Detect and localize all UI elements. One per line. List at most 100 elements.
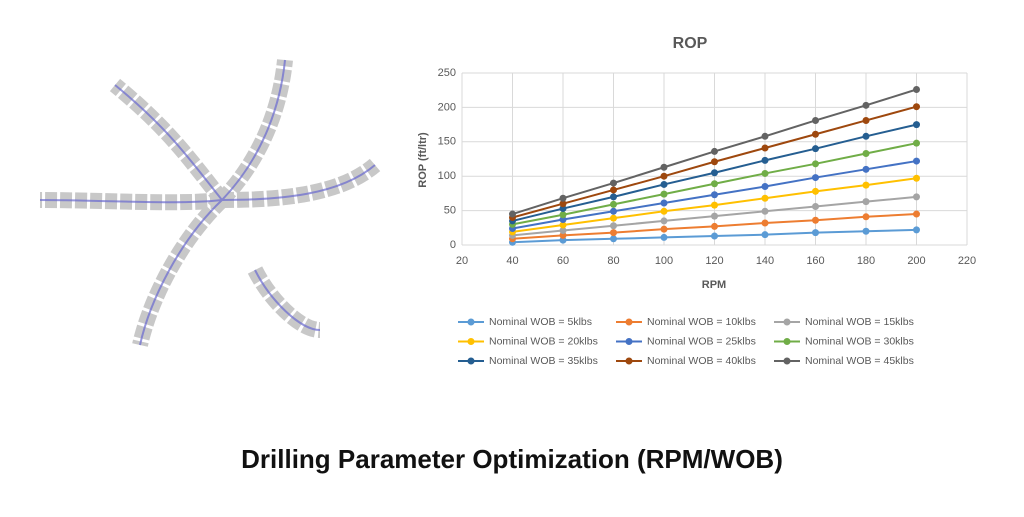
data-point	[862, 149, 870, 157]
legend-marker	[625, 338, 633, 345]
data-point	[711, 147, 718, 155]
legend-item: Nominal WOB = 25klbs	[616, 335, 756, 347]
data-point	[660, 225, 668, 233]
data-point	[862, 101, 870, 109]
data-point	[559, 211, 567, 219]
data-point	[610, 222, 617, 230]
legend-label: Nominal WOB = 45klbs	[805, 355, 914, 367]
data-point	[660, 163, 668, 171]
x-tick-label: 180	[857, 255, 875, 267]
data-point	[862, 181, 870, 189]
data-point	[761, 219, 769, 227]
data-point	[660, 207, 668, 215]
y-tick-label: 50	[444, 205, 456, 217]
legend-item: Nominal WOB = 35klbs	[458, 355, 598, 367]
data-point	[711, 191, 718, 199]
data-point	[761, 169, 769, 177]
legend-marker	[467, 318, 475, 326]
data-point	[711, 232, 718, 240]
data-point	[660, 190, 668, 198]
data-point	[610, 207, 617, 215]
legend-item: Nominal WOB = 30klbs	[774, 335, 914, 347]
legend-item: Nominal WOB = 45klbs	[774, 355, 914, 367]
data-point	[559, 221, 567, 229]
data-point	[761, 207, 769, 215]
data-point	[913, 121, 920, 129]
data-point	[812, 229, 819, 237]
data-point	[660, 199, 668, 207]
caption: Drilling Parameter Optimization (RPM/WOB…	[241, 444, 783, 474]
x-tick-label: 20	[456, 255, 468, 267]
legend-marker	[783, 338, 791, 345]
x-tick-label: 200	[907, 255, 925, 267]
legend-marker	[625, 357, 633, 365]
data-point	[812, 130, 819, 138]
data-point	[862, 198, 870, 206]
x-axis-label: RPM	[702, 279, 726, 291]
data-point	[862, 132, 870, 140]
legend-item: Nominal WOB = 10klbs	[616, 316, 756, 328]
data-point	[660, 172, 668, 180]
data-point	[913, 103, 920, 111]
legend-marker	[783, 318, 791, 326]
legend-label: Nominal WOB = 20klbs	[489, 335, 598, 347]
legend-marker	[467, 338, 475, 345]
chart: ROP RPM ROP (ft/ltr) 0 50 100 150 200 250 20 40…	[417, 35, 976, 367]
data-point	[761, 132, 769, 140]
data-point	[509, 210, 516, 218]
data-point	[761, 144, 769, 152]
data-point	[559, 194, 567, 202]
y-tick-label: 250	[438, 67, 456, 79]
data-point	[812, 116, 819, 124]
legend-label: Nominal WOB = 5klbs	[489, 316, 592, 328]
data-point	[862, 165, 870, 173]
data-point	[559, 200, 567, 208]
legend-marker	[467, 357, 475, 365]
x-tick-label: 80	[607, 255, 619, 267]
data-point	[761, 194, 769, 202]
data-point	[660, 217, 668, 225]
x-tick-label: 220	[958, 255, 976, 267]
legend-item: Nominal WOB = 20klbs	[458, 335, 598, 347]
x-tick-label: 120	[705, 255, 723, 267]
data-point	[913, 174, 920, 182]
data-point	[610, 229, 617, 237]
data-point	[610, 179, 617, 187]
legend-label: Nominal WOB = 40klbs	[647, 355, 756, 367]
data-point	[610, 200, 617, 208]
legend-label: Nominal WOB = 10klbs	[647, 316, 756, 328]
legend-label: Nominal WOB = 15klbs	[805, 316, 914, 328]
x-tick-label: 100	[655, 255, 673, 267]
x-tick-label: 60	[557, 255, 569, 267]
legend-label: Nominal WOB = 30klbs	[805, 335, 914, 347]
chart-title: ROP	[673, 35, 708, 52]
data-point	[711, 158, 718, 166]
data-point	[761, 183, 769, 191]
data-point	[660, 233, 668, 241]
y-tick-label: 100	[438, 170, 456, 182]
data-point	[711, 222, 718, 230]
x-tick-label: 40	[506, 255, 518, 267]
data-point	[559, 227, 567, 235]
data-point	[913, 86, 920, 94]
y-tick-label: 200	[438, 101, 456, 113]
data-point	[761, 156, 769, 164]
data-point	[812, 160, 819, 168]
data-point	[913, 193, 920, 201]
data-point	[812, 187, 819, 195]
data-point	[610, 186, 617, 194]
data-point	[711, 201, 718, 209]
legend-label: Nominal WOB = 35klbs	[489, 355, 598, 367]
legend-label: Nominal WOB = 25klbs	[647, 335, 756, 347]
x-tick-label: 140	[756, 255, 774, 267]
data-point	[862, 227, 870, 235]
legend-item: Nominal WOB = 5klbs	[458, 316, 592, 328]
data-point	[812, 174, 819, 182]
data-point	[711, 212, 718, 220]
y-tick-label: 0	[450, 239, 456, 251]
y-tick-label: 150	[438, 136, 456, 148]
data-point	[913, 210, 920, 218]
data-point	[812, 202, 819, 210]
data-point	[610, 235, 617, 243]
